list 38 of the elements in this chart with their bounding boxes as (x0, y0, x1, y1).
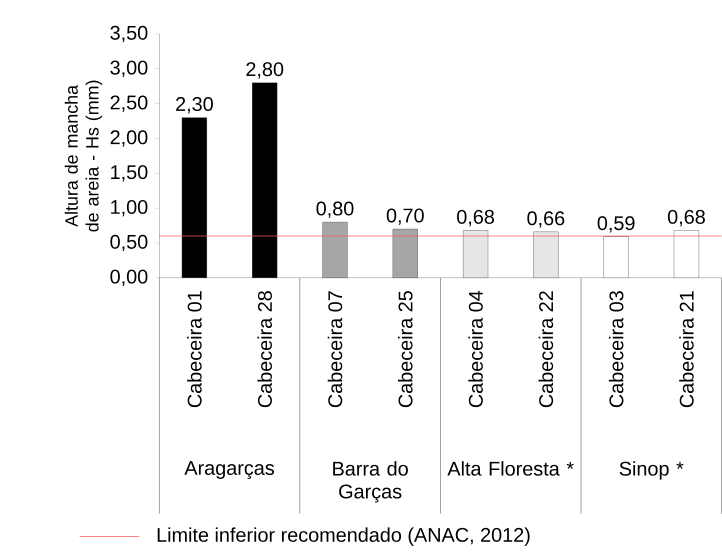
bar (462, 230, 488, 278)
y-tick-label: 1,50 (111, 165, 148, 182)
y-tick-label: 2,50 (110, 96, 148, 112)
x-tick-label: Cabeceira 22 (538, 292, 554, 408)
data-label: 0,80 (316, 202, 354, 218)
y-tick-label: 1,00 (111, 200, 148, 217)
x-tick-label: Cabeceira 28 (257, 291, 272, 408)
bar (674, 230, 700, 278)
y-tick-label: 3,50 (110, 26, 148, 42)
data-label: 0,70 (386, 208, 424, 226)
bar (252, 82, 278, 278)
bar (604, 236, 629, 278)
data-label: 0,66 (527, 212, 564, 228)
y-tick-label: 3,00 (110, 60, 148, 78)
y-tick-label: 2,00 (110, 130, 148, 147)
x-tick-label: Cabeceira 21 (679, 291, 694, 408)
text: Sinop * (620, 461, 684, 480)
y-tick-label: 0,00 (110, 270, 148, 286)
x-tick-label: Cabeceira 01 (187, 291, 202, 408)
bar (392, 229, 418, 278)
y-axis-title: Altura de mancha de areia - Hs (mm) (64, 80, 102, 232)
y-tick-label: 0,50 (110, 235, 148, 252)
data-label: 0,59 (598, 216, 635, 233)
text: Barra do Garças (333, 461, 408, 503)
bar (182, 118, 208, 278)
x-tick-label: Cabeceira 07 (328, 292, 342, 408)
bar (322, 222, 348, 278)
x-tick-label: Cabeceira 03 (608, 291, 624, 408)
data-label: 2,80 (246, 62, 284, 79)
x-tick-label: Cabeceira 04 (468, 291, 483, 408)
data-label: 2,30 (176, 97, 213, 114)
text: Aragarças (184, 461, 274, 480)
data-label: 0,68 (457, 210, 494, 227)
x-tick-label: Cabeceira 25 (398, 291, 413, 408)
legend-label: Limite inferior recomendado (ANAC, 2012) (158, 528, 530, 546)
bar (533, 232, 559, 278)
data-label: 0,68 (668, 210, 705, 227)
text: Alta Floresta * (447, 461, 574, 476)
